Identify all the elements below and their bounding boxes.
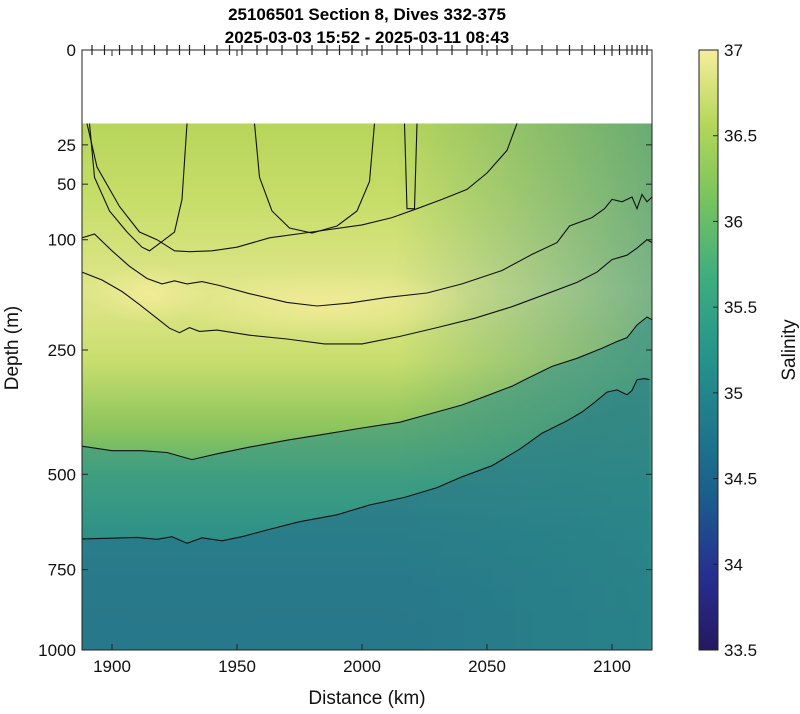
colorbar-tick-label: 34.5 xyxy=(724,470,757,489)
y-axis-label: Depth (m) xyxy=(2,306,23,390)
colorbar-tick-label: 35.5 xyxy=(724,298,757,317)
colorbar-label: Salinity xyxy=(779,319,800,381)
contour-36-25-4 xyxy=(82,193,652,307)
dive-position-ticks xyxy=(91,45,648,55)
y-tick-label: 500 xyxy=(48,465,76,484)
core-glow xyxy=(174,268,475,341)
y-tick-label: 0 xyxy=(67,41,76,60)
colorbar-tick-label: 36 xyxy=(724,212,743,231)
contour-36-75-1 xyxy=(253,123,376,234)
contour-36-75-0 xyxy=(88,123,188,252)
y-axis-ticks: 0 25 50 100 250 500 750 1000 xyxy=(38,41,652,660)
contour-36-75-2 xyxy=(403,123,418,210)
colorbar-tick-label: 34 xyxy=(724,555,743,574)
x-axis-label: Distance (km) xyxy=(308,688,425,709)
x-tick-label: 2050 xyxy=(468,657,506,676)
colorbar-tick-label: 35 xyxy=(724,384,743,403)
contour-36-5 xyxy=(82,239,652,345)
salinity-field xyxy=(82,123,652,650)
core-glow-west xyxy=(89,263,210,324)
contour-35-5-7 xyxy=(82,378,650,544)
colorbar-tick-label: 37 xyxy=(724,41,743,60)
colorbar xyxy=(698,49,719,651)
x-axis-ticks: 1900 1950 2000 2050 2100 xyxy=(93,50,631,676)
salinity-contours xyxy=(82,123,652,544)
y-tick-label: 750 xyxy=(48,561,76,580)
east-fresh-tint xyxy=(395,123,652,650)
y-tick-label: 50 xyxy=(57,175,76,194)
x-tick-label: 2100 xyxy=(593,657,631,676)
contour-35-75-6 xyxy=(82,316,652,461)
y-tick-label: 25 xyxy=(57,136,76,155)
y-tick-label: 250 xyxy=(48,341,76,360)
colorbar-ticks: 37 36.5 36 35.5 35 34.5 34 33.5 xyxy=(713,41,757,660)
y-tick-label: 1000 xyxy=(38,641,76,660)
contour-36-5-3 xyxy=(86,123,518,253)
x-tick-label: 2000 xyxy=(343,657,381,676)
y-tick-label: 100 xyxy=(48,231,76,250)
x-tick-label: 1950 xyxy=(218,657,256,676)
chart-subtitle: 2025-03-03 15:52 - 2025-03-11 08:43 xyxy=(225,28,510,47)
chart-title: 25106501 Section 8, Dives 332-375 xyxy=(228,5,506,24)
x-tick-label: 1900 xyxy=(93,657,131,676)
plot-area xyxy=(82,50,652,650)
colorbar-tick-label: 33.5 xyxy=(724,641,757,660)
colorbar-tick-label: 36.5 xyxy=(724,127,757,146)
